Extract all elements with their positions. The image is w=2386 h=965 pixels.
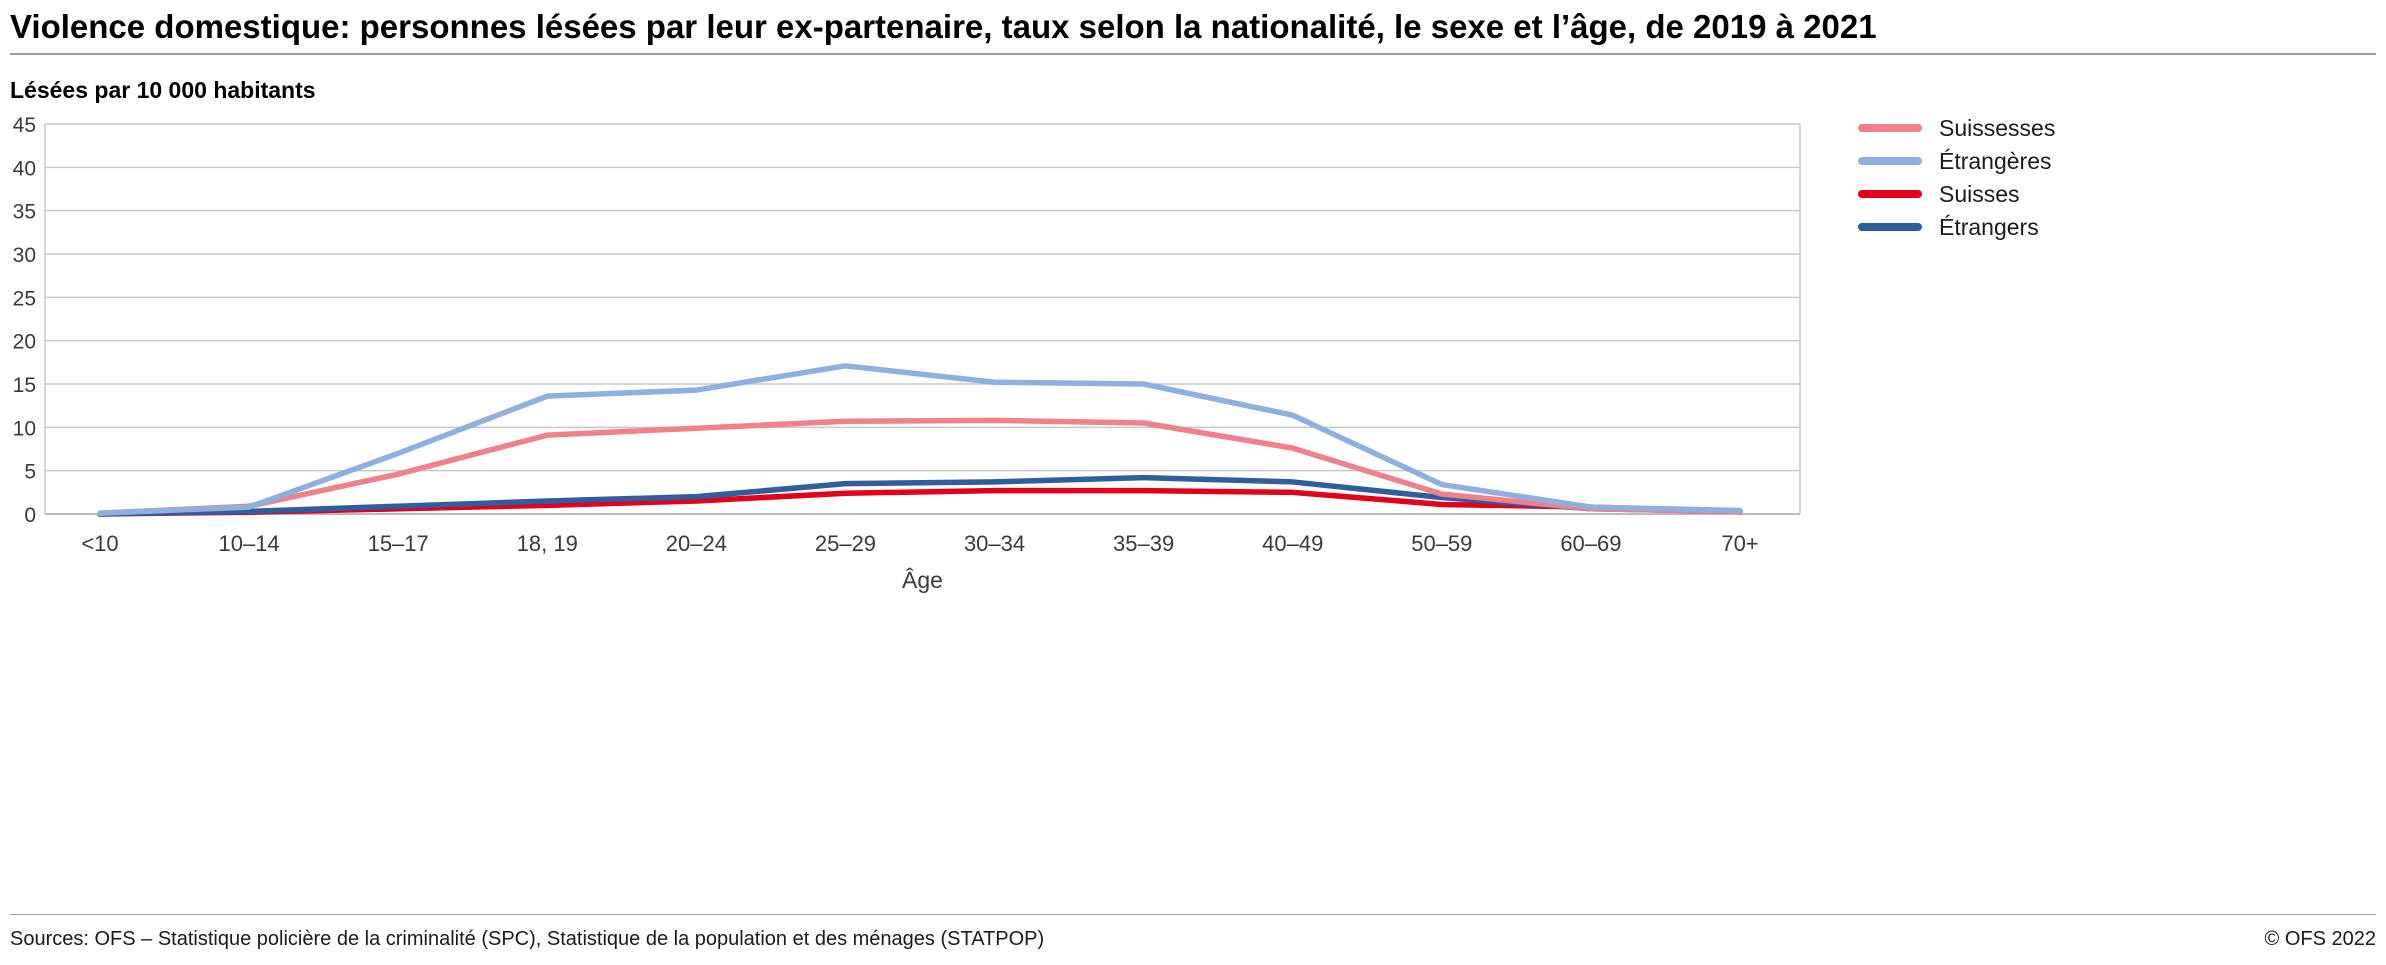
svg-text:10: 10 [13,417,36,440]
legend-label-suisses: Suisses [1939,180,2020,207]
svg-text:60–69: 60–69 [1560,531,1621,556]
y-axis-unit-label: Lésées par 10 000 habitants [10,76,316,103]
footer: Sources: OFS – Statistique policière de … [10,914,2376,951]
copyright-text: © OFS 2022 [2264,928,2376,950]
legend-item-suissesses: Suissesses [1858,114,2056,141]
legend-swatch-suissesses [1858,124,1922,133]
svg-text:0: 0 [24,504,36,527]
svg-text:Âge: Âge [902,567,943,593]
svg-text:5: 5 [24,461,36,484]
svg-text:10–14: 10–14 [218,531,279,556]
legend-swatch-suisses [1858,190,1922,199]
chart-area: 0 5 10 15 20 25 30 35 40 45 <10 10–14 15–17 18, 19 20–… [10,110,2376,602]
svg-text:30: 30 [13,244,36,267]
legend: Suissesses Étrangères Suisses Étrangers [1858,114,2056,240]
legend-label-suissesses: Suissesses [1939,114,2056,141]
legend-item-etrangers: Étrangers [1858,213,2055,240]
svg-text:35–39: 35–39 [1113,531,1174,556]
legend-swatch-etrangers [1858,223,1922,232]
line-chart: 0 5 10 15 20 25 30 35 40 45 <10 10–14 15–17 18, 19 20–… [13,114,1801,593]
svg-text:50–59: 50–59 [1411,531,1472,556]
svg-text:20: 20 [13,331,36,354]
title-divider [10,52,2376,55]
legend-label-etrangeres: Étrangères [1939,147,2052,174]
legend-swatch-etrangeres [1858,157,1922,166]
svg-text:40–49: 40–49 [1262,531,1323,556]
svg-text:35: 35 [13,201,36,224]
page-title: Violence domestique: personnes lésées pa… [10,8,1877,45]
svg-text:18, 19: 18, 19 [517,531,578,556]
svg-text:25: 25 [13,287,36,310]
legend-item-etrangeres: Étrangères [1858,147,2055,174]
svg-text:45: 45 [13,114,36,137]
svg-text:25–29: 25–29 [815,531,876,556]
svg-text:20–24: 20–24 [666,531,727,556]
svg-text:30–34: 30–34 [964,531,1025,556]
svg-text:<10: <10 [81,531,118,556]
legend-label-etrangers: Étrangers [1939,213,2039,240]
svg-text:70+: 70+ [1721,531,1758,556]
legend-item-suisses: Suisses [1858,180,2055,207]
svg-text:15: 15 [13,374,36,397]
svg-text:15–17: 15–17 [368,531,429,556]
sources-text: Sources: OFS – Statistique policière de … [10,928,1045,950]
svg-text:40: 40 [13,157,36,180]
